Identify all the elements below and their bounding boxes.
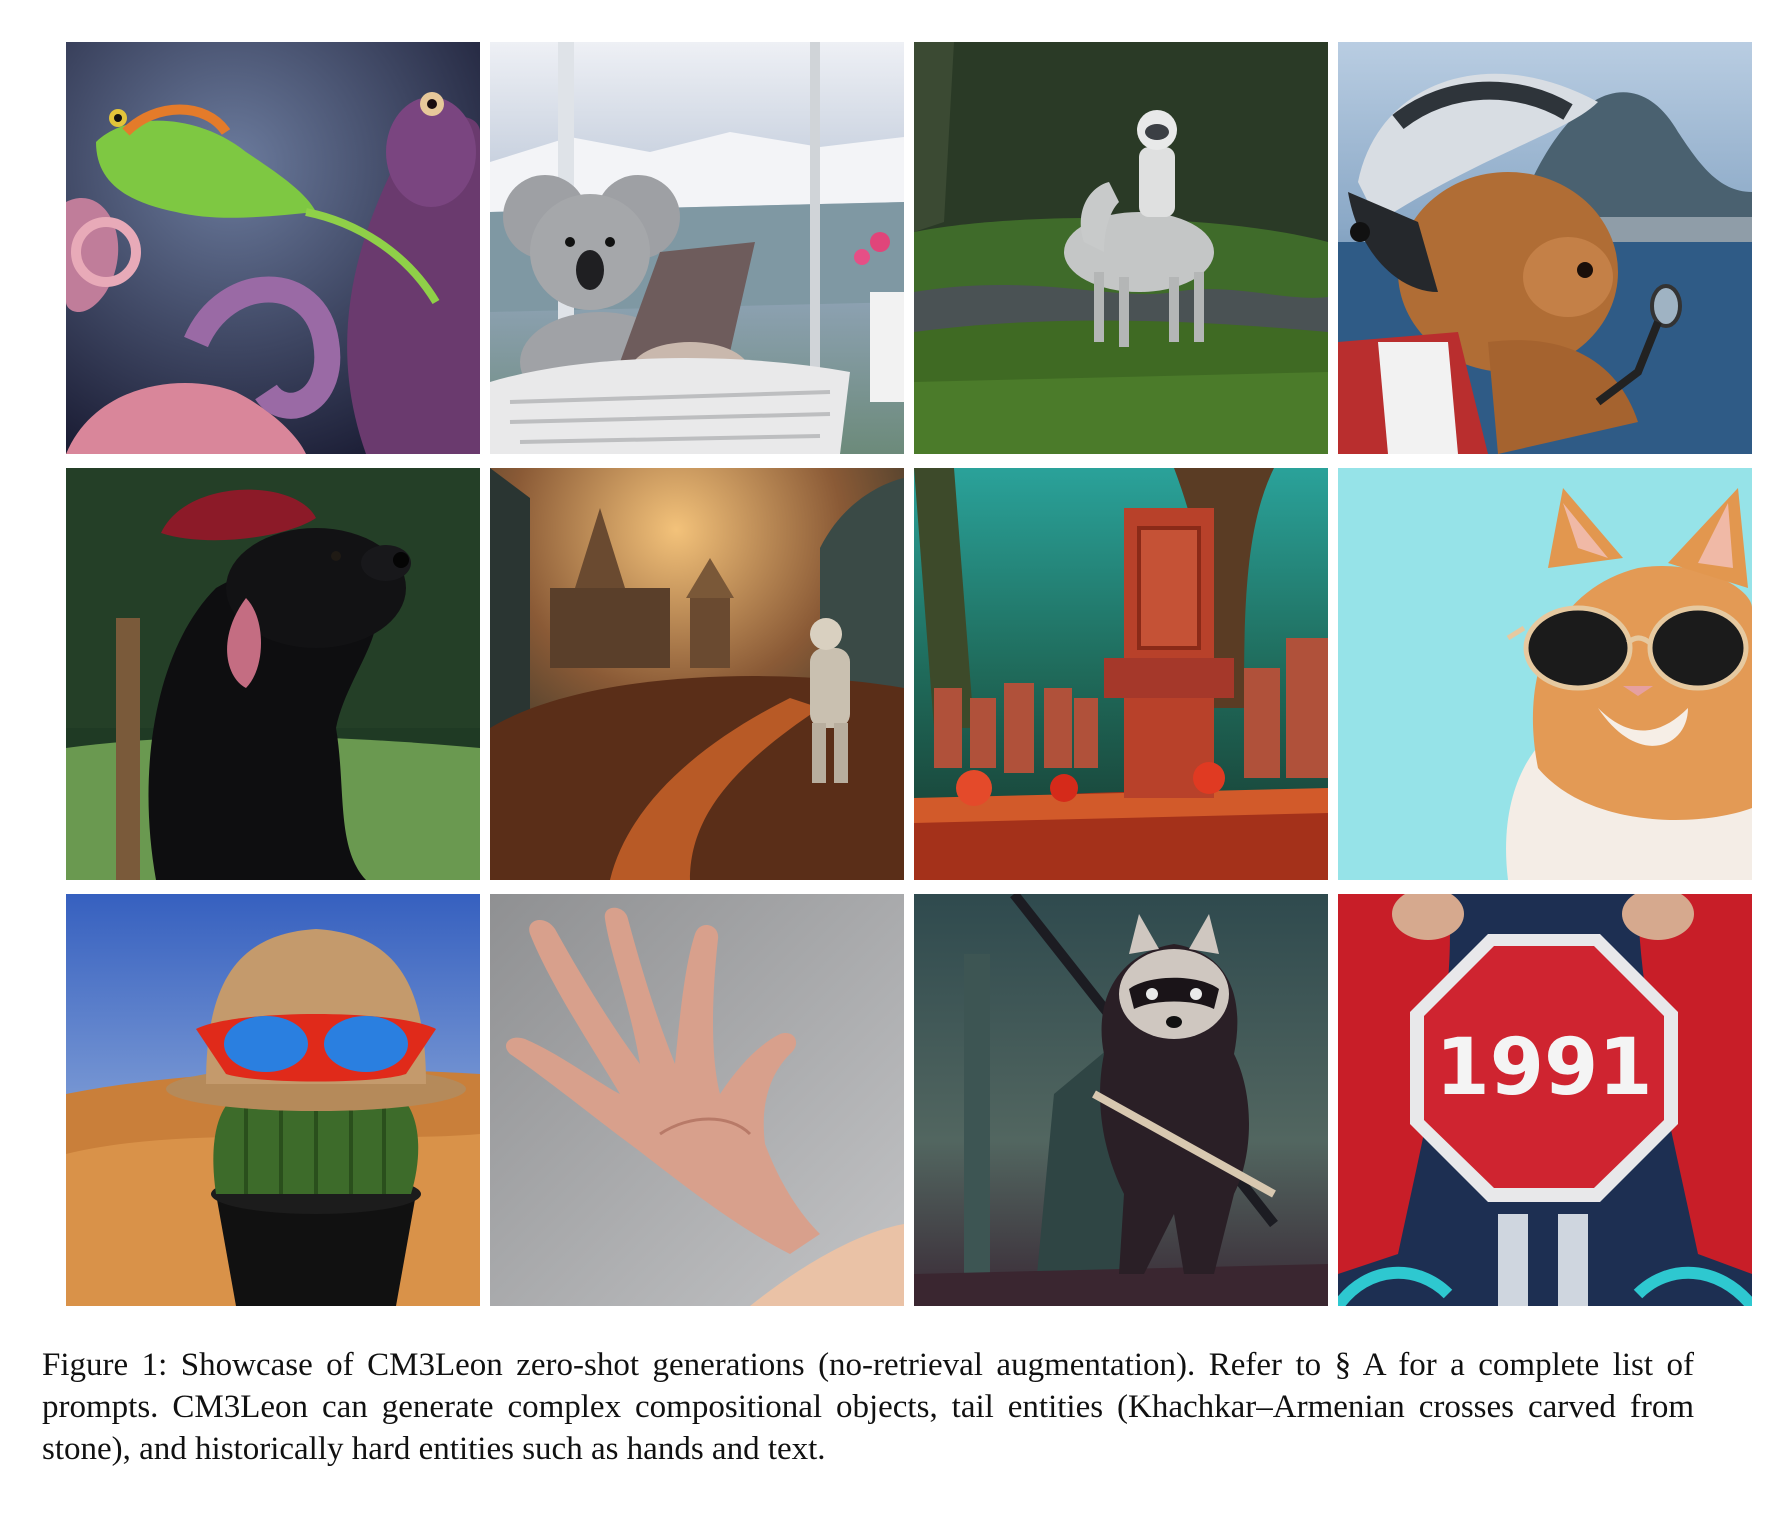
stop-sign-1991-image: 1991 xyxy=(1338,894,1752,1306)
black-dog-beret-image xyxy=(66,468,480,880)
khachkar-forest-image xyxy=(914,468,1328,880)
koala-laptop-image xyxy=(490,42,904,454)
astronaut-horse-image xyxy=(914,42,1328,454)
church-astronaut-image xyxy=(490,468,904,880)
cat-sunglasses-image xyxy=(1338,468,1752,880)
caption-line-1: Figure 1: Showcase of CM3Leon zero-shot … xyxy=(42,1347,1600,1383)
stop-sign-text: 1991 xyxy=(1435,1023,1652,1113)
caption-line-3: crosses carved from stone), and historic… xyxy=(42,1389,1695,1467)
raccoon-samurai-image xyxy=(914,894,1328,1306)
caption-line-2: list of prompts. CM3Leon can generate co… xyxy=(42,1347,1695,1425)
chameleon-octopus-image xyxy=(66,42,480,454)
figure-caption: Figure 1: Showcase of CM3Leon zero-shot … xyxy=(42,1344,1694,1470)
hand-image xyxy=(490,894,904,1306)
teddy-bear-motorcycle-image xyxy=(1338,42,1752,454)
cactus-hat-image xyxy=(66,894,480,1306)
